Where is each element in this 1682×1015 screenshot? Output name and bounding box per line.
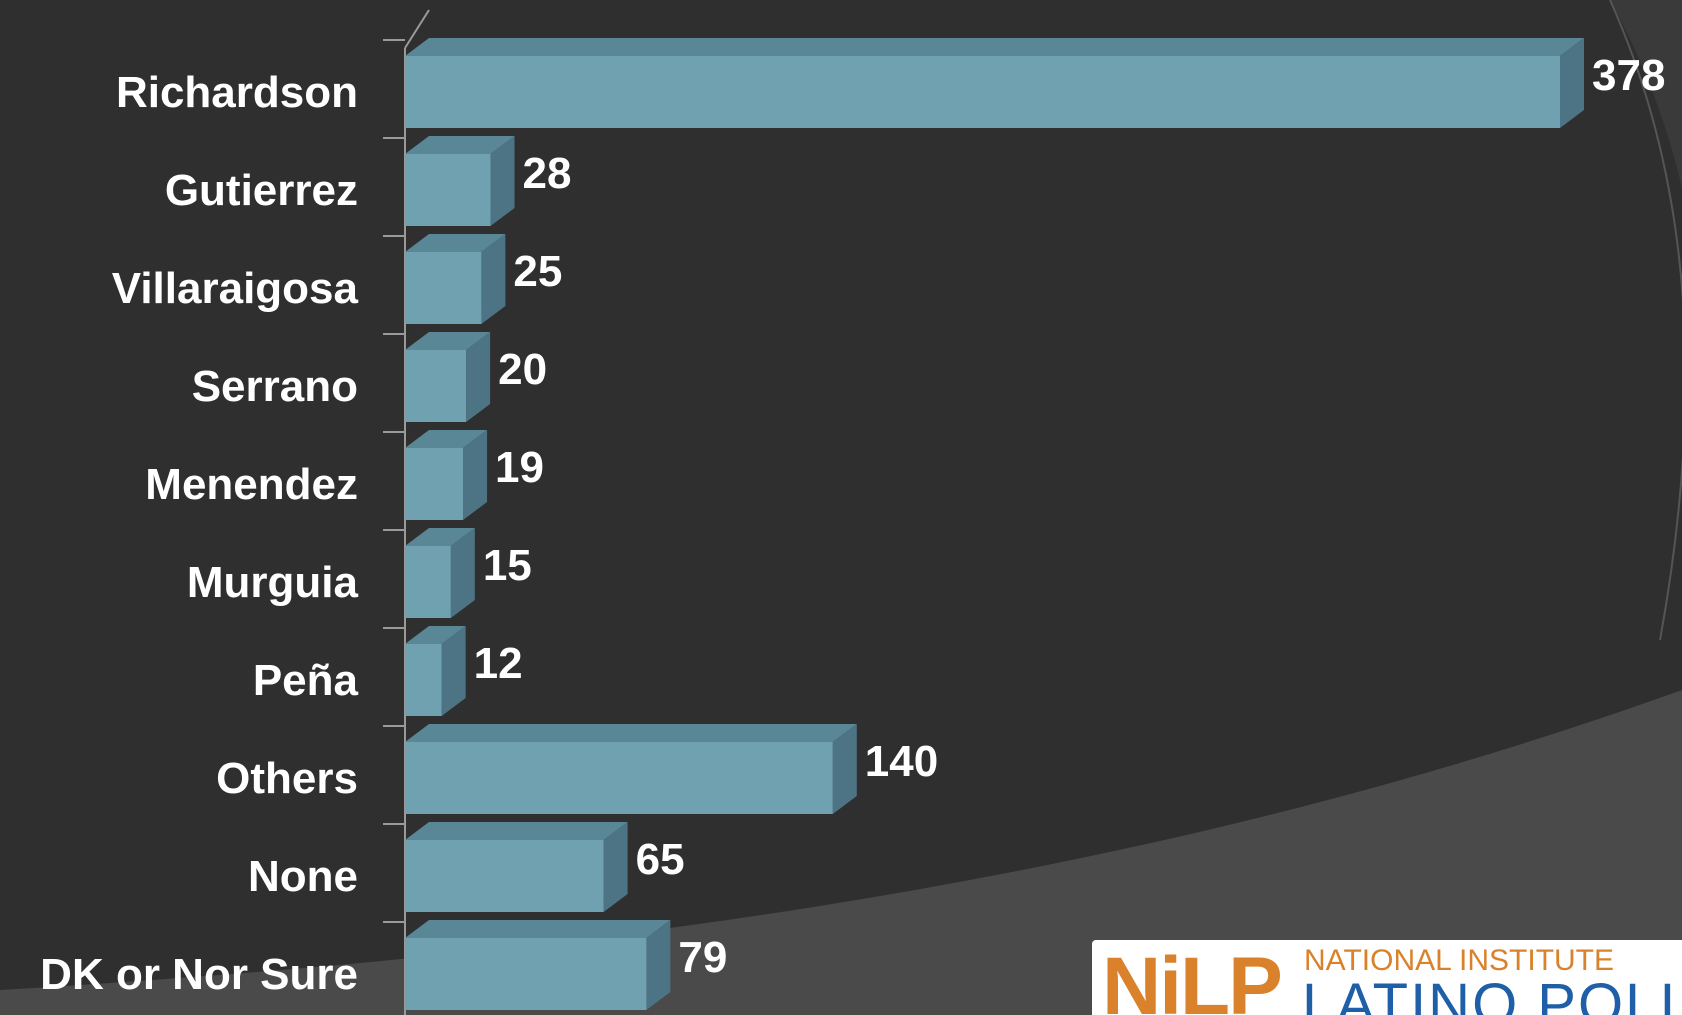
value-label: 12 xyxy=(474,639,523,688)
bar xyxy=(405,38,1584,128)
bar xyxy=(405,136,515,226)
bar-front xyxy=(405,840,604,912)
logo-mark: NiLP xyxy=(1102,941,1283,1015)
bar-side xyxy=(466,332,491,422)
value-label: 19 xyxy=(495,443,544,492)
value-labels: 378 28 25 20 19 15 12 140 65 79 xyxy=(474,51,1666,982)
bar xyxy=(405,528,475,618)
bar-top xyxy=(405,136,515,154)
bar-top xyxy=(405,724,857,742)
bar-side xyxy=(603,822,628,912)
background-arc-line xyxy=(1609,0,1682,641)
value-label: 15 xyxy=(483,541,532,590)
bar-front xyxy=(405,448,464,520)
category-label: Menendez xyxy=(145,460,358,509)
bar-top xyxy=(405,822,628,840)
bar-front xyxy=(405,938,647,1010)
background-arc xyxy=(1610,0,1682,640)
bar-top xyxy=(405,234,506,252)
category-label: Peña xyxy=(253,656,359,705)
value-label: 28 xyxy=(523,149,572,198)
bar-side xyxy=(441,626,466,716)
nilp-logo: NiLP NATIONAL INSTITUTE LATINO POLI xyxy=(1092,940,1682,1015)
bar-side xyxy=(832,724,857,814)
bar-front xyxy=(405,546,451,618)
bar-side xyxy=(1560,38,1584,128)
category-label: Murguia xyxy=(187,558,359,607)
bar-top xyxy=(405,920,671,938)
bar-side xyxy=(490,136,515,226)
bar-side xyxy=(463,430,488,520)
bar-front xyxy=(405,252,482,324)
bar-front xyxy=(405,742,833,814)
bar xyxy=(405,234,506,324)
background-lower-band xyxy=(0,690,1682,1015)
bar-front xyxy=(405,350,467,422)
bar-top xyxy=(405,430,488,448)
logo-line-2: LATINO POLI xyxy=(1302,972,1678,1015)
logo-line-1: NATIONAL INSTITUTE xyxy=(1304,944,1615,977)
bar-side xyxy=(481,234,506,324)
bar-front xyxy=(405,154,491,226)
bar xyxy=(405,724,857,814)
value-label: 20 xyxy=(498,345,547,394)
value-label: 378 xyxy=(1592,51,1665,100)
bars xyxy=(405,38,1584,1010)
value-label: 65 xyxy=(636,835,685,884)
bar xyxy=(405,430,488,520)
bar-top xyxy=(405,626,466,644)
bar-front xyxy=(405,56,1560,128)
bar-top xyxy=(405,528,475,546)
category-label: Gutierrez xyxy=(165,166,358,215)
value-label: 79 xyxy=(678,933,727,982)
category-labels: Richardson Gutierrez Villaraigosa Serrano Me… xyxy=(40,68,358,999)
category-label: DK or Nor Sure xyxy=(40,950,358,999)
category-label: Villaraigosa xyxy=(112,264,359,313)
category-label: None xyxy=(248,852,358,901)
value-label: 25 xyxy=(513,247,562,296)
category-label: Others xyxy=(216,754,358,803)
bar xyxy=(405,332,491,422)
category-label: Serrano xyxy=(192,362,358,411)
axis-depth-line xyxy=(404,9,430,49)
bar-side xyxy=(646,920,671,1010)
value-label: 140 xyxy=(865,737,938,786)
bar xyxy=(405,626,466,716)
bar-front xyxy=(405,644,442,716)
bar-side xyxy=(450,528,475,618)
bar xyxy=(405,822,628,912)
bar-top xyxy=(405,38,1584,56)
bar-top xyxy=(405,332,491,350)
bar xyxy=(405,920,671,1010)
category-label: Richardson xyxy=(116,68,358,117)
